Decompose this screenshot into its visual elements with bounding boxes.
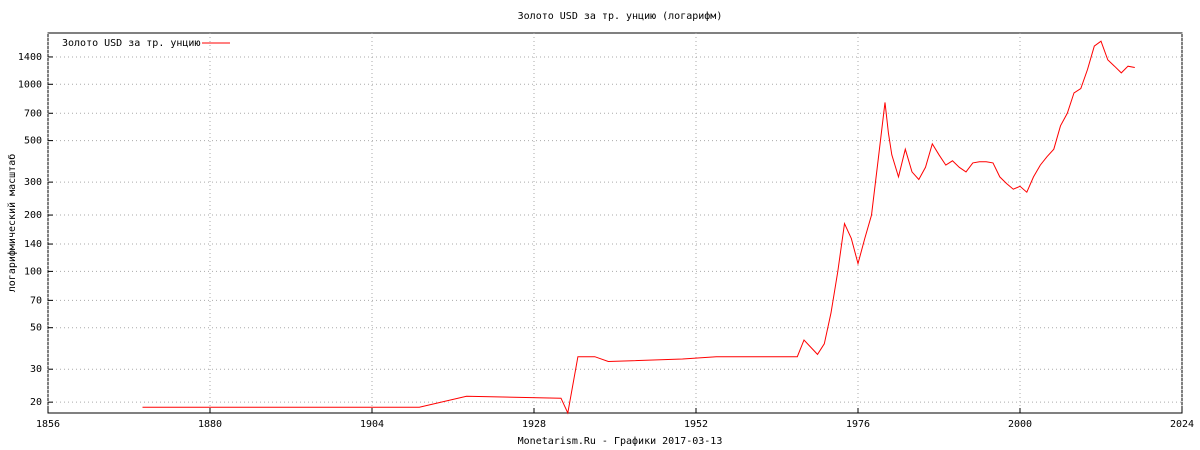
x-tick-label: 1952 xyxy=(684,419,708,430)
y-tick-label: 500 xyxy=(24,136,42,147)
x-tick-label: 1928 xyxy=(522,419,546,430)
y-tick-label: 200 xyxy=(24,210,42,221)
y-tick-label: 1400 xyxy=(18,52,42,63)
x-tick-label: 1880 xyxy=(198,419,222,430)
x-tick-label: 1976 xyxy=(846,419,870,430)
y-tick-label: 70 xyxy=(30,295,42,306)
x-tick-label: 2024 xyxy=(1170,419,1194,430)
y-tick-label: 100 xyxy=(24,266,42,277)
y-tick-label: 140 xyxy=(24,239,42,250)
x-tick-label: 2000 xyxy=(1008,419,1032,430)
chart-title: Золото USD за тр. унцию (логарифм) xyxy=(518,10,723,22)
y-axis-title: логарифмический масштаб xyxy=(6,154,18,292)
y-tick-label: 20 xyxy=(30,397,42,408)
x-axis-title: Monetarism.Ru - Графики 2017-03-13 xyxy=(518,435,723,447)
y-tick-label: 700 xyxy=(24,108,42,119)
plot-frame xyxy=(47,32,1183,414)
x-tick-label: 1856 xyxy=(36,419,60,430)
series-line xyxy=(142,40,1135,415)
y-tick-label: 300 xyxy=(24,177,42,188)
y-tick-label: 1000 xyxy=(18,79,42,90)
y-tick-label: 50 xyxy=(30,323,42,334)
x-tick-label: 1904 xyxy=(360,419,384,430)
legend-label: Золото USD за тр. унцию xyxy=(62,38,200,49)
y-tick-label: 30 xyxy=(30,364,42,375)
